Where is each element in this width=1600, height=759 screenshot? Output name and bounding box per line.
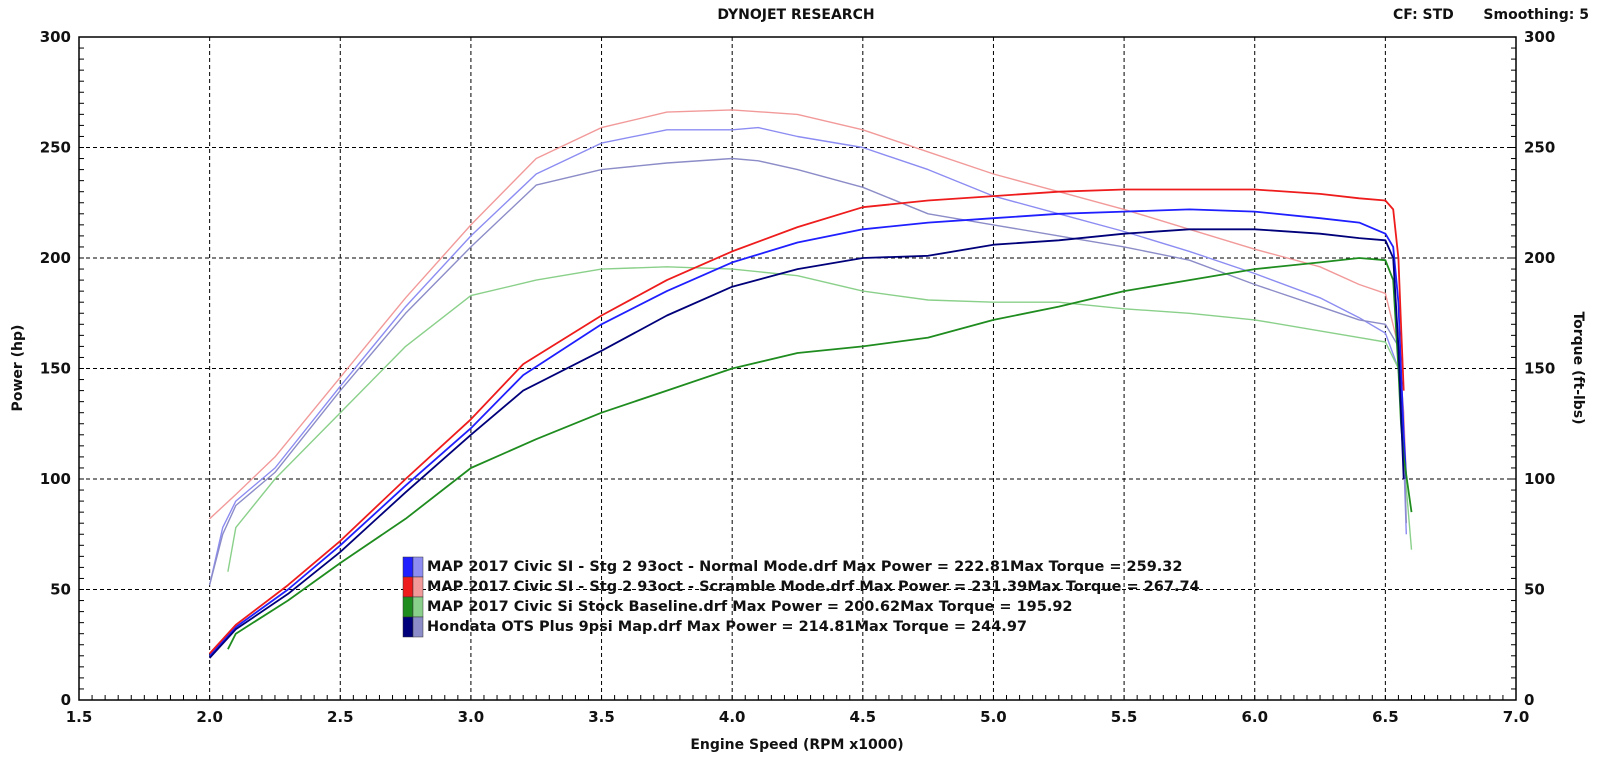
legend-text: MAP 2017 Civic SI - Stg 2 93oct - Normal… [427,559,1182,575]
legend-text: Hondata OTS Plus 9psi Map.drf Max Power … [427,619,1027,635]
y-tick-labels: 0 50 100 150 200 250 300 [40,28,71,709]
x-tick-label: 3.0 [458,708,485,726]
y-tick-label: 150 [40,360,71,378]
legend: MAP 2017 Civic SI - Stg 2 93oct - Normal… [402,556,1200,638]
x-tick-label: 4.0 [719,708,746,726]
legend-max-torque: Max Torque = 267.74 [1027,579,1199,595]
legend-max-power: Max Power = 222.81 [842,559,1010,575]
x-tick-label: 5.0 [980,708,1007,726]
legend-max-torque: Max Torque = 259.32 [1010,559,1182,575]
x-tick-label: 5.5 [1111,708,1138,726]
x-axis-label: Engine Speed (RPM x1000) [690,737,903,753]
torque-line-4 [208,157,1407,586]
legend-swatch-torque [412,616,424,638]
torque-line-1 [208,126,1407,586]
x-tick-label: 6.5 [1372,708,1399,726]
x-tick-label: 2.0 [196,708,223,726]
legend-swatch-torque [412,556,424,578]
legend-max-power: Max Power = 231.39 [859,579,1027,595]
y2-tick-label: 100 [1524,470,1555,488]
header-smoothing: Smoothing: 5 [1483,7,1589,23]
legend-text: MAP 2017 Civic SI - Stg 2 93oct - Scramb… [427,579,1200,595]
legend-series-name: MAP 2017 Civic SI - Stg 2 93oct - Scramb… [427,579,859,595]
y2-tick-labels: 0 50 100 150 200 250 300 [1524,28,1555,709]
x-tick-label: 2.5 [327,708,354,726]
legend-max-torque: Max Torque = 195.92 [900,599,1072,615]
y2-tick-label: 50 [1524,581,1545,599]
y2-tick-label: 150 [1524,360,1555,378]
y-tick-label: 100 [40,470,71,488]
y2-tick-label: 200 [1524,249,1555,267]
y-tick-label: 250 [40,139,71,157]
legend-item: MAP 2017 Civic SI - Stg 2 93oct - Normal… [402,556,1182,578]
legend-max-power: Max Power = 200.62 [732,599,900,615]
x-tick-labels: 1.5 2.0 2.5 3.0 3.5 4.0 4.5 5.0 5.5 6.0 6.5 7.0 [66,708,1530,726]
legend-item: MAP 2017 Civic Si Stock Baseline.drf Max… [402,596,1073,618]
legend-series-name: MAP 2017 Civic SI - Stg 2 93oct - Normal… [427,559,842,575]
legend-item: Hondata OTS Plus 9psi Map.drf Max Power … [402,616,1027,638]
y-tick-label: 0 [61,691,71,709]
y-tick-label: 50 [50,581,71,599]
power-line-3 [227,257,1413,650]
legend-swatch-torque [412,576,424,598]
legend-swatch-power [402,596,414,618]
header-title: DYNOJET RESEARCH [717,7,874,23]
grid-lines [79,37,1516,700]
series-lines [208,109,1413,659]
torque-line-3 [227,266,1413,572]
y2-tick-label: 300 [1524,28,1555,46]
legend-swatch-power [402,616,414,638]
x-tick-label: 1.5 [66,708,93,726]
x-tick-label: 4.5 [850,708,877,726]
power-line-2 [208,188,1405,655]
y-tick-label: 300 [40,28,71,46]
legend-max-power: Max Power = 214.81 [687,619,855,635]
legend-max-torque: Max Torque = 244.97 [855,619,1027,635]
legend-item: MAP 2017 Civic SI - Stg 2 93oct - Scramb… [402,576,1200,598]
legend-swatch-torque [412,596,424,618]
legend-swatch-power [402,556,414,578]
legend-text: MAP 2017 Civic Si Stock Baseline.drf Max… [427,599,1073,615]
power-line-1 [208,208,1408,657]
torque-line-2 [209,109,1407,520]
y2-axis-label: Torque (ft-lbs) [1570,311,1586,424]
x-tick-label: 3.5 [588,708,615,726]
x-tick-label: 6.0 [1241,708,1268,726]
y2-tick-label: 250 [1524,139,1555,157]
legend-swatch-power [402,576,414,598]
legend-series-name: Hondata OTS Plus 9psi Map.drf [427,619,687,635]
x-tick-label: 7.0 [1503,708,1530,726]
legend-series-name: MAP 2017 Civic Si Stock Baseline.drf [427,599,732,615]
y-tick-label: 200 [40,249,71,267]
y-axis-label: Power (hp) [10,325,26,412]
minor-ticks [78,36,1517,701]
power-line-4 [208,228,1405,659]
header-cf: CF: STD [1393,7,1454,23]
y2-tick-label: 0 [1524,691,1534,709]
